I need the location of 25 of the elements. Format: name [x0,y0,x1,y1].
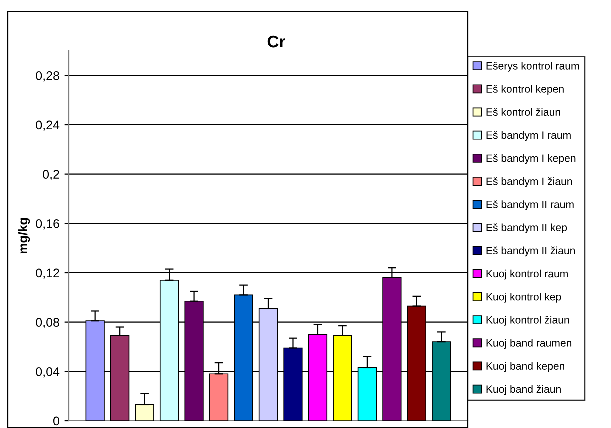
legend-label: Eš bandym I žiaun [486,177,572,188]
legend-label: Ešerys kontrol raum [486,62,580,72]
y-axis-title: mg/kg [18,218,30,254]
y-tick-label: 0,24 [36,120,60,132]
legend-label: Kuoj kontrol raum [486,270,568,280]
y-tick-label: 0 [54,416,60,426]
legend-label: Kuoj band žiaun [486,385,561,396]
legend-label: Eš bandym I kepen [486,154,576,164]
y-tick-label: 0,16 [36,219,60,230]
legend-label: Eš bandym II žiaun [486,246,576,257]
legend-label: Kuoj band raumen [486,339,572,349]
y-tick-label: 0,2 [43,170,60,180]
legend-label: Kuoj band kepen [486,362,564,372]
chart-title: Cr [268,36,286,48]
y-tick-label: 0,04 [36,367,60,378]
y-tick-label: 0,28 [36,71,60,82]
legend-label: Eš kontrol žiaun [486,108,560,116]
legend-label: Kuoj kontrol žiaun [486,316,570,326]
legend-label: Eš bandym II raum [486,200,574,210]
legend-label: Eš bandym I raum [486,131,571,142]
y-tick-label: 0,12 [36,268,60,280]
legend-label: Eš kontrol kepen [486,85,564,96]
legend-label: Eš bandym II kep [486,224,568,234]
legend-label: Kuoj kontrol kep [486,292,562,303]
y-tick-label: 0,08 [36,318,60,328]
